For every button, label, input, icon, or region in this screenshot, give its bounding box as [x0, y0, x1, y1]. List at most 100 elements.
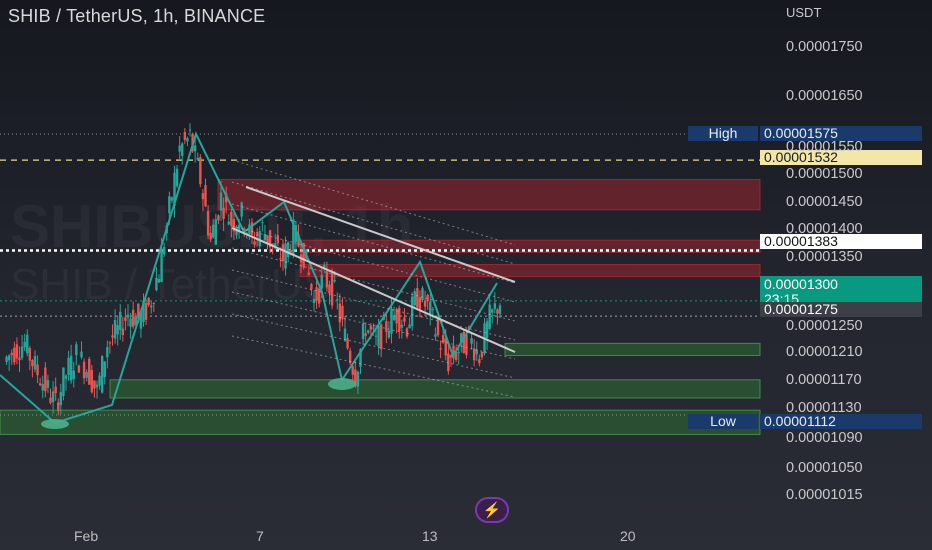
candle-body — [379, 324, 383, 350]
candle-body — [268, 230, 272, 248]
fibonacci-fan-line — [231, 225, 516, 303]
previous-close-tag: 0.00001275 — [760, 302, 922, 317]
candle-body — [307, 272, 311, 275]
candle-body — [286, 242, 290, 258]
pivot-low-marker — [41, 419, 69, 429]
candle-body — [258, 231, 261, 247]
candle-body — [108, 342, 112, 344]
candle-body — [10, 352, 13, 356]
candle-body — [444, 338, 447, 356]
candle-body — [364, 333, 367, 336]
low-label-tag: Low — [688, 414, 758, 429]
candle-body — [390, 308, 393, 334]
candle-body — [160, 248, 163, 282]
fibonacci-fan-line — [231, 159, 516, 246]
fibonacci-fan-line — [231, 313, 516, 379]
candle-body — [227, 221, 230, 225]
dashed-level-tag: 0.00001532 — [760, 150, 922, 165]
candle-body — [441, 335, 445, 343]
high-value-tag: 0.00001575 — [760, 126, 922, 141]
candle-body — [367, 330, 370, 333]
candle-body — [434, 334, 437, 337]
y-tick-label: 0.00001650 — [786, 88, 863, 104]
y-tick-label: 0.00001450 — [786, 194, 863, 210]
candle-body — [292, 219, 295, 256]
candle-body — [325, 271, 329, 288]
candle-body — [199, 157, 202, 185]
y-tick-label: 0.00001500 — [786, 166, 863, 182]
candle-body — [217, 215, 220, 221]
candle-body — [49, 397, 52, 403]
y-tick-label: 0.00001750 — [786, 39, 863, 55]
candle-body — [113, 320, 117, 339]
y-tick-label: 0.00001250 — [786, 318, 863, 334]
candle-body — [26, 334, 29, 354]
y-tick-label: 0.00001400 — [786, 221, 863, 237]
candle-body — [281, 244, 285, 262]
candle-body — [82, 361, 86, 379]
price-axis-unit: USDT — [786, 5, 822, 20]
y-tick-label: 0.00001015 — [786, 487, 863, 503]
candle-body — [100, 356, 104, 393]
candle-body — [431, 309, 435, 311]
candle-body — [232, 219, 236, 232]
candle-body — [351, 366, 354, 375]
candle-body — [90, 369, 94, 393]
candle-body — [31, 360, 34, 367]
candle-body — [315, 287, 318, 301]
candle-body — [212, 224, 215, 238]
candle-body — [85, 372, 88, 378]
candle-body — [13, 347, 16, 363]
candle-body — [77, 365, 81, 373]
lightning-icon: ⚡ — [482, 502, 502, 519]
candle-body — [46, 380, 50, 388]
candle-body — [279, 258, 282, 260]
candle-body — [423, 300, 427, 307]
lightning-button[interactable]: ⚡ — [475, 497, 509, 523]
candle-body — [359, 349, 362, 367]
candle-body — [421, 288, 424, 301]
candle-body — [263, 234, 267, 241]
candle-body — [289, 249, 292, 253]
x-tick-label: 13 — [422, 528, 438, 544]
candle-body — [124, 317, 127, 321]
candle-body — [452, 345, 455, 359]
candle-body — [271, 243, 274, 245]
candle-body — [472, 348, 476, 361]
candle-body — [413, 291, 416, 306]
candle-body — [408, 324, 411, 329]
candle-body — [346, 338, 349, 349]
symbol-watermark: SHIBUSDT, 1h — [10, 192, 413, 261]
candle-body — [168, 196, 171, 214]
supply-zone — [217, 179, 761, 211]
candle-body — [348, 350, 352, 364]
candle-body — [44, 367, 47, 392]
candle-body — [41, 383, 44, 391]
candle-body — [493, 303, 497, 310]
candle-body — [369, 325, 373, 330]
candle-body — [188, 129, 192, 131]
candle-body — [338, 303, 342, 323]
candle-body — [178, 145, 181, 152]
fibonacci-fan-line — [231, 269, 516, 341]
candle-body — [119, 311, 122, 330]
pivot-low-marker — [328, 378, 356, 390]
candle-body — [219, 192, 223, 211]
y-tick-label: 0.00001170 — [786, 372, 862, 388]
candle-body — [480, 351, 484, 358]
candle-body — [356, 371, 360, 387]
candle-body — [462, 332, 466, 354]
candle-body — [7, 355, 11, 361]
candle-body — [410, 296, 414, 326]
candle-body — [126, 314, 130, 318]
candle-body — [250, 222, 254, 235]
y-tick-label: 0.00001130 — [786, 400, 862, 416]
candle-body — [403, 317, 406, 322]
candle-body — [317, 288, 321, 304]
candle-body — [33, 356, 37, 370]
candle-body — [230, 211, 233, 226]
candle-body — [439, 348, 442, 350]
candle-body — [170, 197, 174, 201]
fibonacci-fan-line — [231, 203, 516, 284]
